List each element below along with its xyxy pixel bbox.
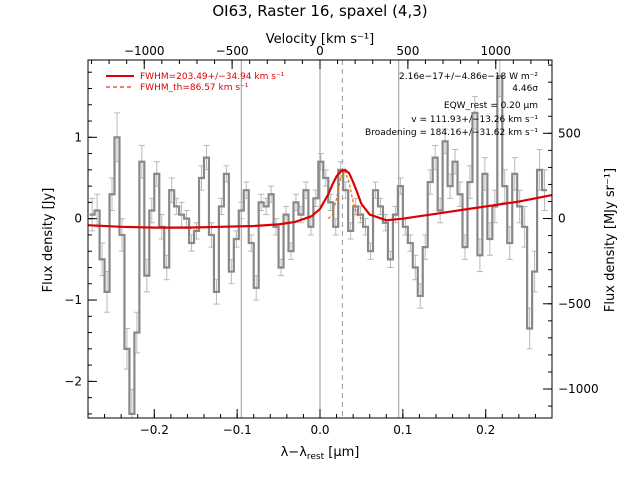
- x-tick-label: −0.1: [223, 423, 252, 437]
- x-tick-label: −0.2: [140, 423, 169, 437]
- x2-tick-label: −500: [216, 44, 249, 58]
- x2-tick-label: −1000: [124, 44, 165, 58]
- y-tick-label: 0: [74, 212, 82, 226]
- x2-tick-label: 1000: [480, 44, 511, 58]
- y2-tick-label: 500: [558, 126, 581, 140]
- y2-axis-label: Flux density [MJy sr⁻¹]: [603, 168, 618, 312]
- x2-axis-label: Velocity [km s⁻¹]: [266, 32, 374, 47]
- y-tick-label: 1: [74, 130, 82, 144]
- annotation-3: v = 111.93+/−13.26 km s⁻¹: [411, 115, 538, 125]
- spectrum-steps: [89, 75, 548, 416]
- y2-tick-label: 0: [558, 212, 566, 226]
- chart-title: OI63, Raster 16, spaxel (4,3): [212, 2, 427, 20]
- y2-tick-label: −500: [558, 297, 591, 311]
- x2-tick-label: 500: [396, 44, 419, 58]
- x2-tick-label: 0: [316, 44, 324, 58]
- annotation-0: 2.16e−17+/−4.86e−18 W m⁻²: [399, 72, 538, 82]
- y2-tick-label: −1000: [558, 382, 599, 396]
- annotation-2: EQW_rest = 0.20 μm: [444, 101, 538, 111]
- x-axis-label: λ−λrest [μm]: [281, 445, 360, 462]
- y-axis-label: Flux density [Jy]: [41, 188, 56, 293]
- annotation-4: Broadening = 184.16+/−31.62 km s⁻¹: [365, 128, 538, 138]
- legend-label-thermal: FWHM_th=86.57 km s⁻¹: [140, 83, 249, 93]
- data-layer: [88, 60, 552, 418]
- annotation-1: 4.46σ: [512, 84, 538, 94]
- legend-label-fit: FWHM=203.49+/−34.94 km s⁻¹: [140, 72, 285, 82]
- x-tick-label: 0.1: [393, 423, 412, 437]
- y-tick-label: −1: [64, 293, 82, 307]
- y-tick-label: −2: [64, 374, 82, 388]
- x-tick-label: 0.0: [310, 423, 329, 437]
- fit-line: [88, 168, 552, 229]
- thermal-profile-line: [327, 170, 362, 220]
- x-tick-label: 0.2: [476, 423, 495, 437]
